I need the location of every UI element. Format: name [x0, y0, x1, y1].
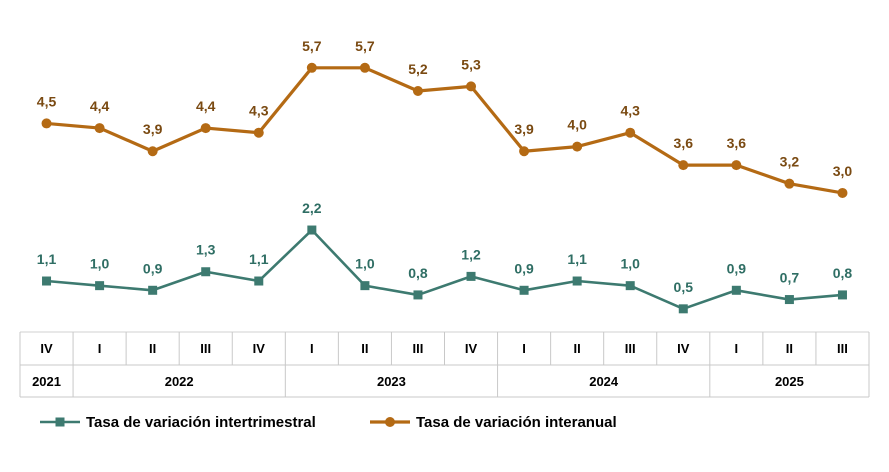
intertrimestral-data-label: 0,7 — [780, 270, 800, 286]
interanual-point — [572, 142, 582, 152]
intertrimestral-data-label: 1,0 — [355, 256, 375, 272]
intertrimestral-data-label: 1,3 — [196, 242, 216, 258]
quarter-tick-label: II — [361, 341, 368, 356]
interanual-data-label: 4,5 — [37, 93, 57, 109]
intertrimestral-point — [732, 286, 741, 295]
legend-label: Tasa de variación interanual — [416, 414, 617, 431]
quarter-tick-label: I — [522, 341, 526, 356]
legend-marker-circle — [385, 417, 395, 427]
intertrimestral-point — [413, 290, 422, 299]
intertrimestral-data-label: 0,8 — [833, 265, 853, 281]
quarter-tick-label: II — [786, 341, 793, 356]
intertrimestral-data-label: 0,9 — [514, 260, 534, 276]
intertrimestral-point — [838, 290, 847, 299]
intertrimestral-point — [307, 226, 316, 235]
interanual-point — [466, 81, 476, 91]
year-tick-label: 2021 — [32, 374, 61, 389]
intertrimestral-point — [254, 277, 263, 286]
interanual-data-label: 4,4 — [90, 98, 110, 114]
quarter-tick-label: IV — [40, 341, 53, 356]
quarter-tick-label: I — [98, 341, 102, 356]
quarter-tick-label: II — [574, 341, 581, 356]
interanual-point — [42, 118, 52, 128]
interanual-point — [678, 160, 688, 170]
quarter-tick-label: IV — [465, 341, 478, 356]
quarter-tick-label: III — [837, 341, 848, 356]
interanual-point — [519, 146, 529, 156]
interanual-point — [201, 123, 211, 133]
quarter-tick-label: IV — [253, 341, 266, 356]
intertrimestral-data-label: 0,5 — [674, 279, 694, 295]
interanual-data-label: 3,0 — [833, 163, 853, 179]
legend: Tasa de variación intertrimestral Tasa de… — [40, 414, 617, 431]
intertrimestral-point — [626, 281, 635, 290]
interanual-point — [731, 160, 741, 170]
series-line-interanual — [47, 68, 843, 193]
interanual-data-label: 3,2 — [780, 154, 800, 170]
interanual-data-label: 4,0 — [567, 117, 587, 133]
quarter-tick-label: IV — [677, 341, 690, 356]
intertrimestral-point — [148, 286, 157, 295]
interanual-data-label: 5,3 — [461, 56, 481, 72]
intertrimestral-point — [95, 281, 104, 290]
interanual-data-label: 5,2 — [408, 61, 428, 77]
interanual-data-label: 4,3 — [620, 103, 640, 119]
year-tick-label: 2022 — [165, 374, 194, 389]
interanual-point — [254, 128, 264, 138]
interanual-point — [837, 188, 847, 198]
intertrimestral-point — [467, 272, 476, 281]
intertrimestral-data-label: 0,8 — [408, 265, 428, 281]
interanual-data-label: 5,7 — [302, 38, 322, 54]
interanual-point — [307, 63, 317, 73]
quarter-tick-label: II — [149, 341, 156, 356]
interanual-data-label: 5,7 — [355, 38, 375, 54]
intertrimestral-point — [42, 277, 51, 286]
intertrimestral-data-label: 1,1 — [249, 251, 269, 267]
year-tick-label: 2025 — [775, 374, 804, 389]
intertrimestral-data-label: 1,1 — [37, 251, 57, 267]
quarter-tick-label: III — [413, 341, 424, 356]
intertrimestral-point — [573, 277, 582, 286]
interanual-data-label: 3,6 — [674, 135, 694, 151]
legend-marker-square — [56, 418, 65, 427]
intertrimestral-point — [679, 304, 688, 313]
quarter-tick-label: III — [200, 341, 211, 356]
intertrimestral-point — [201, 267, 210, 276]
intertrimestral-data-label: 1,2 — [461, 246, 481, 262]
interanual-data-label: 3,6 — [727, 135, 747, 151]
interanual-data-label: 3,9 — [514, 121, 534, 137]
intertrimestral-point — [520, 286, 529, 295]
interanual-point — [625, 128, 635, 138]
series-line-intertrimestral — [47, 230, 843, 309]
intertrimestral-data-label: 1,0 — [620, 256, 640, 272]
quarter-tick-label: I — [310, 341, 314, 356]
interanual-point — [784, 179, 794, 189]
intertrimestral-data-label: 1,1 — [567, 251, 587, 267]
intertrimestral-data-label: 2,2 — [302, 200, 322, 216]
interanual-point — [360, 63, 370, 73]
intertrimestral-data-label: 1,0 — [90, 256, 110, 272]
intertrimestral-point — [785, 295, 794, 304]
intertrimestral-point — [360, 281, 369, 290]
interanual-point — [413, 86, 423, 96]
legend-label: Tasa de variación intertrimestral — [86, 414, 316, 431]
intertrimestral-data-label: 0,9 — [727, 260, 747, 276]
interanual-data-label: 3,9 — [143, 121, 163, 137]
interanual-point — [95, 123, 105, 133]
interanual-data-label: 4,3 — [249, 103, 269, 119]
year-tick-label: 2023 — [377, 374, 406, 389]
interanual-point — [148, 146, 158, 156]
quarter-tick-label: I — [735, 341, 739, 356]
year-tick-label: 2024 — [589, 374, 619, 389]
interanual-data-label: 4,4 — [196, 98, 216, 114]
intertrimestral-data-label: 0,9 — [143, 260, 163, 276]
quarter-tick-label: III — [625, 341, 636, 356]
